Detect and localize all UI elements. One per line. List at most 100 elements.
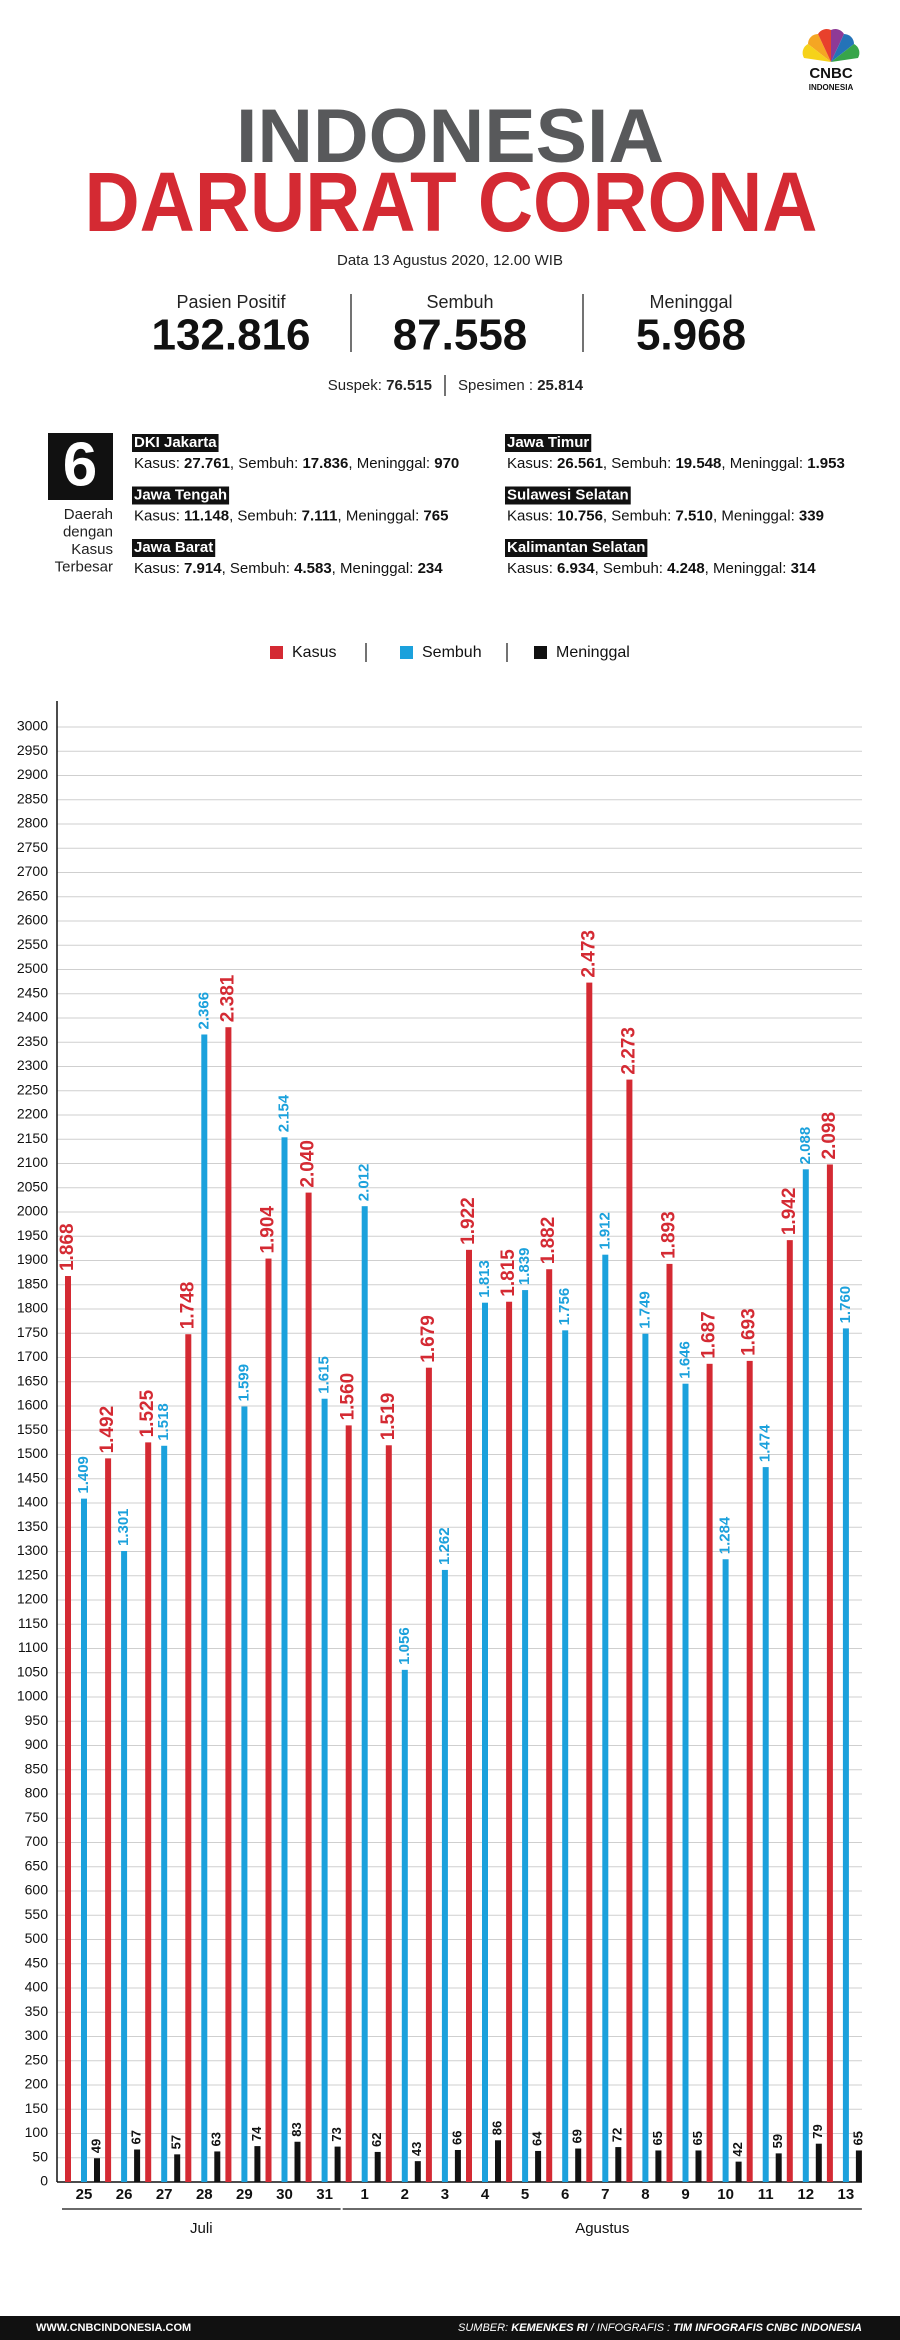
count-caption: dengan (63, 523, 113, 540)
x-tick-label: 5 (521, 2186, 529, 2203)
bar (414, 2161, 421, 2182)
y-tick-label: 750 (25, 1809, 49, 1825)
value-label: 64 (530, 2131, 545, 2146)
bar (695, 2150, 702, 2182)
value-label: 49 (88, 2139, 103, 2153)
bar (185, 1334, 192, 2182)
region-stat-label: , Meninggal: (713, 507, 795, 524)
value-label: 1.839 (516, 1248, 533, 1286)
region-stats: Kasus: 27.761, Sembuh: 17.836, Meninggal… (134, 455, 459, 472)
y-tick-label: 850 (25, 1760, 49, 1776)
bar (254, 2146, 261, 2182)
count-box (48, 433, 113, 500)
y-tick-label: 500 (25, 1930, 49, 1946)
count-caption: Kasus (71, 541, 113, 558)
y-tick-label: 350 (25, 2003, 49, 2019)
value-label: 79 (810, 2124, 825, 2138)
logo-feather (802, 44, 831, 62)
value-label: 1.893 (659, 1211, 680, 1259)
value-label: 1.922 (458, 1197, 479, 1245)
x-tick-label: 27 (156, 2186, 173, 2203)
footer-site: WWW.CNBCINDONESIA.COM (36, 2322, 191, 2334)
bar (214, 2151, 221, 2182)
region-name-bg (505, 434, 592, 452)
region-stat-label: , Meninggal: (705, 560, 787, 577)
region-stat-value: 234 (418, 560, 444, 577)
test-value: 25.814 (537, 377, 584, 394)
logo-feather (831, 44, 860, 62)
x-tick-label: 29 (236, 2186, 253, 2203)
x-tick-label: 10 (717, 2186, 734, 2203)
value-label: 1.474 (757, 1424, 774, 1462)
value-label: 1.749 (636, 1291, 653, 1329)
value-label: 73 (329, 2127, 344, 2141)
y-tick-label: 2900 (17, 766, 48, 782)
region-name-bg (505, 486, 631, 505)
bar (575, 2148, 582, 2182)
value-label: 1.599 (235, 1364, 252, 1402)
y-tick-label: 2700 (17, 863, 48, 879)
credit: TIM INFOGRAFIS CNBC INDONESIA (673, 2322, 862, 2334)
value-label: 65 (850, 2131, 865, 2145)
region-stat-label: , Sembuh: (229, 507, 297, 524)
value-label: 1.492 (97, 1406, 118, 1454)
bar (602, 1254, 609, 2182)
y-tick-label: 250 (25, 2051, 49, 2067)
bar (361, 1206, 368, 2182)
bar (281, 1137, 288, 2182)
count-number: 6 (63, 430, 97, 499)
region-stat-label: , Meninggal: (338, 507, 420, 524)
y-tick-label: 1550 (17, 1421, 48, 1437)
value-label: 1.942 (779, 1188, 800, 1236)
value-label: 66 (449, 2131, 464, 2145)
region-stat-value: 765 (423, 507, 448, 524)
bar (225, 1027, 232, 2182)
value-label: 1.912 (596, 1212, 613, 1250)
region-stat-label: , Sembuh: (603, 455, 671, 472)
bar (666, 1263, 673, 2182)
bar (121, 1551, 128, 2182)
x-tick-label: 12 (797, 2186, 814, 2203)
region-stats: Kasus: 26.561, Sembuh: 19.548, Meninggal… (507, 455, 845, 472)
y-tick-label: 950 (25, 1712, 49, 1728)
logo-subtext: INDONESIA (809, 83, 854, 92)
region-stat-value: 11.148 (184, 507, 229, 524)
region-stat-value: 27.761 (184, 455, 230, 472)
y-tick-label: 1500 (17, 1445, 48, 1461)
region-name-bg (132, 486, 230, 505)
bar (94, 2158, 100, 2182)
y-tick-label: 2300 (17, 1057, 48, 1073)
value-label: 86 (489, 2121, 504, 2135)
value-label: 43 (409, 2142, 424, 2156)
source-label: SUMBER: (458, 2322, 511, 2334)
month-label: Juli (190, 2220, 213, 2237)
y-tick-label: 2500 (17, 960, 48, 976)
y-tick-label: 1800 (17, 1300, 48, 1316)
bar (321, 1398, 328, 2182)
value-label: 1.756 (556, 1288, 573, 1326)
y-tick-label: 2800 (17, 815, 48, 831)
y-tick-label: 550 (25, 1906, 49, 1922)
y-tick-label: 2250 (17, 1081, 48, 1097)
x-tick-label: 3 (441, 2186, 449, 2203)
bar (802, 1169, 809, 2182)
stat-label: Pasien Positif (176, 292, 286, 312)
bar (454, 2149, 461, 2182)
region-name-bg (132, 434, 219, 452)
region-stat-label: Kasus: (507, 455, 553, 472)
bar (265, 1258, 272, 2182)
credit-label: / INFOGRAFIS : (588, 2322, 674, 2334)
x-tick-label: 26 (116, 2186, 133, 2203)
bar (615, 2147, 622, 2182)
y-tick-label: 2400 (17, 1009, 48, 1025)
title-line-2: DARURAT CORONA (85, 155, 818, 249)
y-tick-label: 1950 (17, 1227, 48, 1243)
value-label: 59 (770, 2134, 785, 2148)
y-tick-label: 1350 (17, 1518, 48, 1534)
value-label: 1.679 (418, 1315, 439, 1363)
value-label: 1.813 (476, 1260, 493, 1298)
value-label: 1.262 (436, 1527, 453, 1565)
bar (294, 2141, 301, 2182)
region-stat-value: 26.561 (557, 455, 603, 472)
bar (706, 1363, 713, 2182)
